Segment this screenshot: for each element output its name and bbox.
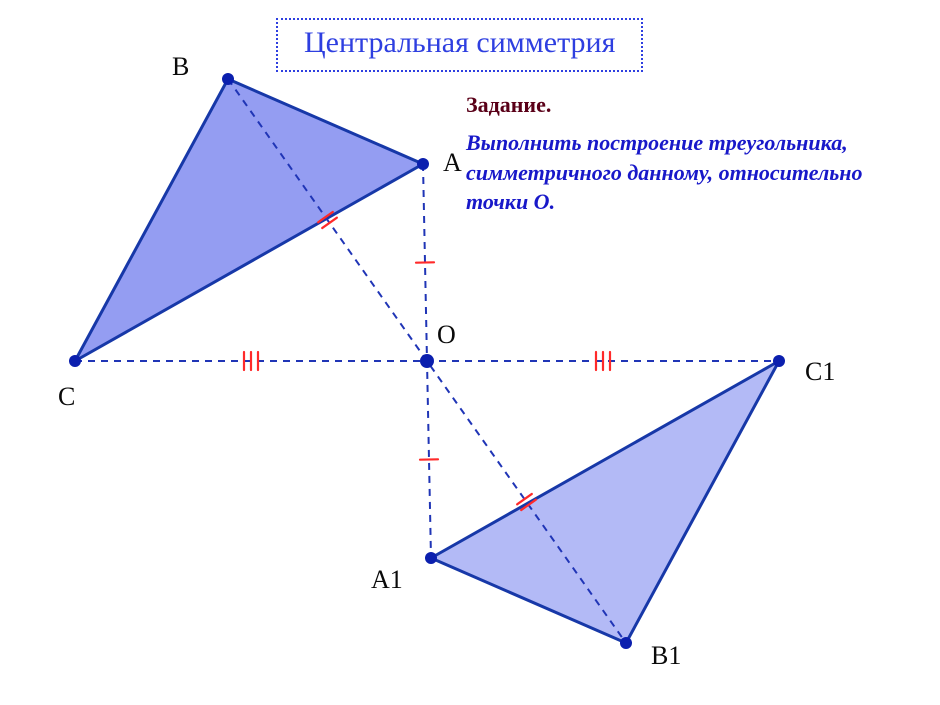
point-B1 [620,637,632,649]
label-C: C [58,382,75,412]
title-box: Центральная симметрия [276,18,643,72]
label-B1: B1 [651,641,681,671]
diagram-stage: Центральная симметрия Задание. Выполнить… [0,0,940,705]
label-A1: A1 [371,565,403,595]
triangle-1 [75,79,423,361]
point-C [69,355,81,367]
title-text: Центральная симметрия [304,26,615,59]
triangle-2 [431,361,779,643]
point-C1 [773,355,785,367]
label-A: A [443,148,462,178]
task-body-text: Выполнить построение треугольника, симме… [466,130,863,214]
point-A1 [425,552,437,564]
label-O: O [437,320,456,350]
task-header: Задание. [466,92,551,118]
point-O [420,354,434,368]
task-header-text: Задание. [466,92,551,117]
label-C1: C1 [805,357,835,387]
point-A [417,158,429,170]
point-B [222,73,234,85]
label-B: B [172,52,189,82]
task-body: Выполнить построение треугольника, симме… [466,128,896,217]
